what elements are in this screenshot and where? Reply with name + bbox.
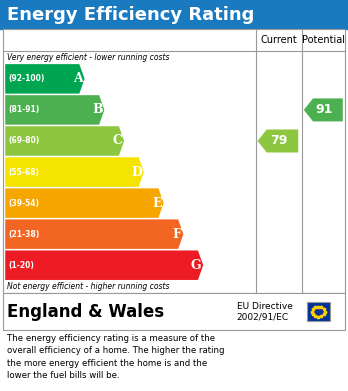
Text: Potential: Potential [302,35,345,45]
Polygon shape [5,188,164,218]
Text: EU Directive
2002/91/EC: EU Directive 2002/91/EC [237,302,293,321]
Text: Not energy efficient - higher running costs: Not energy efficient - higher running co… [7,282,169,292]
Text: 79: 79 [270,135,287,147]
Text: (39-54): (39-54) [9,199,40,208]
Text: (69-80): (69-80) [9,136,40,145]
Polygon shape [258,129,298,152]
Text: (81-91): (81-91) [9,106,40,115]
Polygon shape [5,157,144,187]
Text: G: G [191,259,201,272]
Text: B: B [92,104,103,117]
Text: (92-100): (92-100) [9,74,45,83]
Bar [3,293,345,330]
Text: D: D [131,165,142,179]
Text: C: C [112,135,122,147]
Polygon shape [5,219,183,249]
Text: A: A [73,72,83,85]
Text: (1-20): (1-20) [9,261,34,270]
Bar [0,0,348,29]
Text: E: E [152,197,162,210]
Text: The energy efficiency rating is a measure of the
overall efficiency of a home. T: The energy efficiency rating is a measur… [7,334,224,380]
Text: Current: Current [261,35,297,45]
Polygon shape [5,251,203,280]
Text: (55-68): (55-68) [9,167,40,177]
Polygon shape [304,99,343,122]
Bar [3,29,345,293]
FancyBboxPatch shape [307,303,330,321]
Text: F: F [173,228,182,240]
Polygon shape [5,126,124,156]
Text: (21-38): (21-38) [9,230,40,239]
Polygon shape [5,64,85,93]
Text: 91: 91 [316,104,333,117]
Text: Energy Efficiency Rating: Energy Efficiency Rating [7,5,254,24]
Polygon shape [5,95,104,125]
Text: England & Wales: England & Wales [7,303,164,321]
Text: Very energy efficient - lower running costs: Very energy efficient - lower running co… [7,52,169,62]
